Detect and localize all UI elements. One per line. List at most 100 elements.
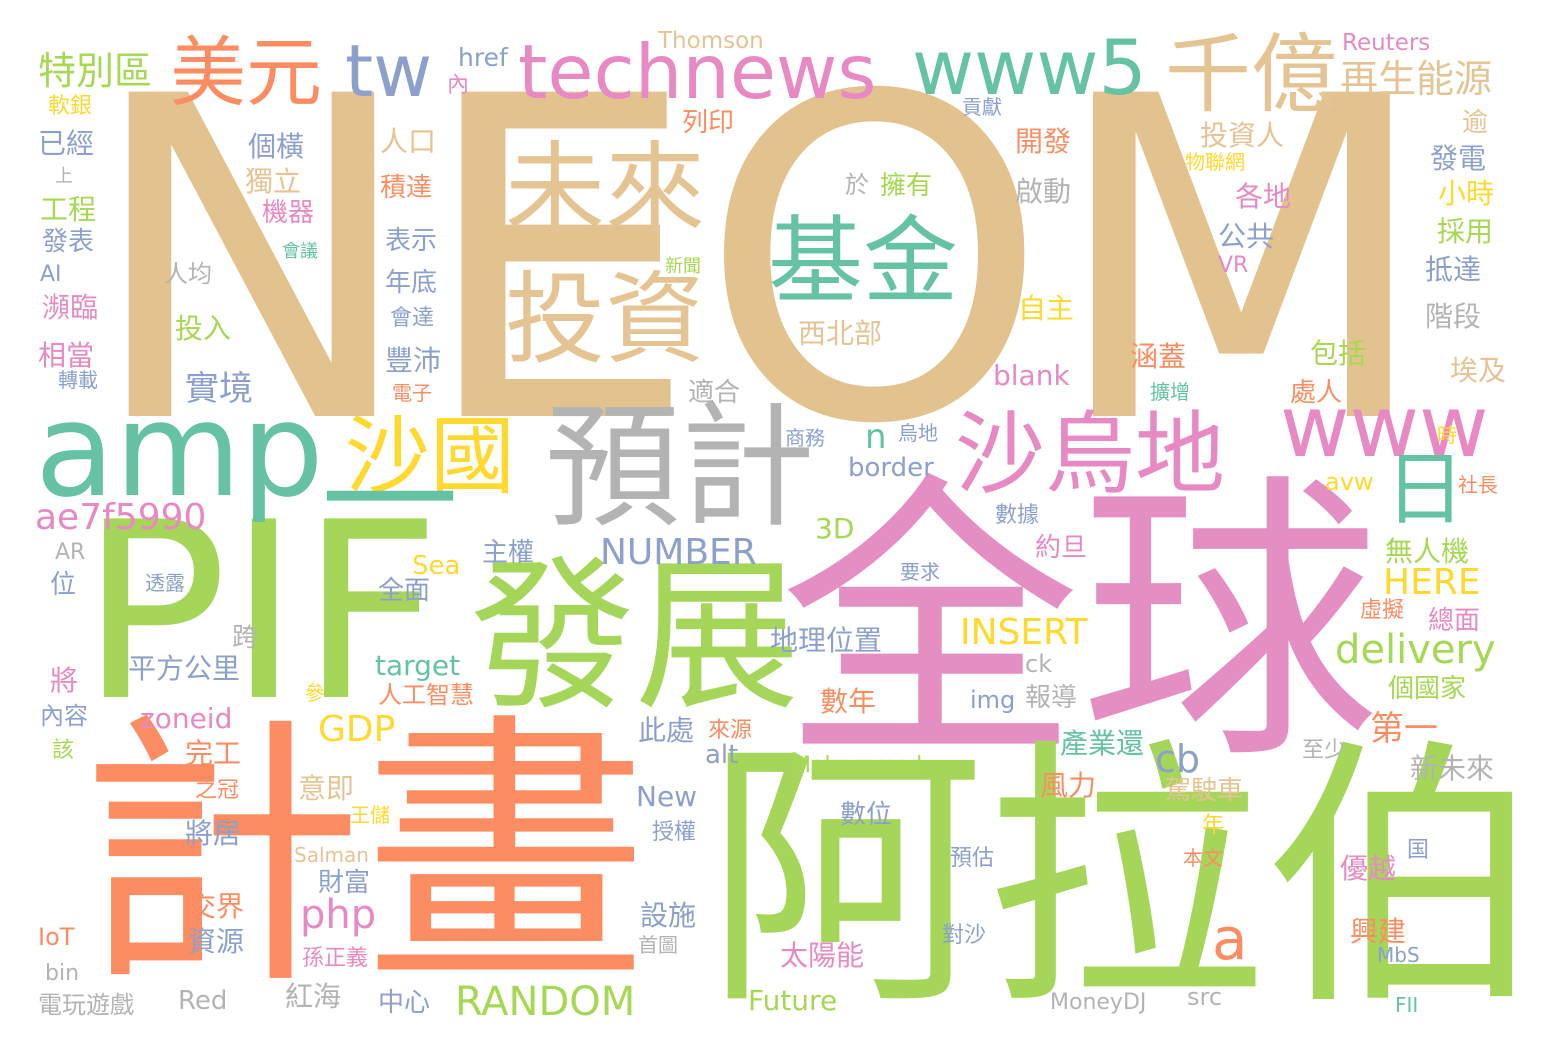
word: 年 [1202, 813, 1225, 838]
word: 第一 [1370, 709, 1438, 749]
word: 機器 [262, 198, 315, 228]
word: src [1187, 983, 1223, 1011]
word: 新聞 [665, 256, 701, 277]
word: 全面 [378, 576, 431, 606]
word: 設施 [640, 899, 697, 932]
word: 首圖 [638, 933, 678, 957]
word: 王儲 [350, 803, 390, 827]
word: 處人 [1290, 378, 1343, 408]
word: 發電 [1430, 142, 1487, 175]
word: border [848, 453, 934, 483]
word: 3D [815, 512, 855, 545]
word: Thomson [658, 28, 764, 54]
word: 授權 [652, 820, 697, 845]
word: 興建 [1350, 915, 1407, 948]
word: 千億 [1165, 25, 1337, 125]
word: 約旦 [1035, 533, 1088, 563]
word: Mohammed [792, 753, 923, 778]
word: ae7f5990 [35, 497, 207, 538]
word: 報導 [1025, 683, 1078, 713]
word: — [320, 405, 460, 568]
word: RANDOM [455, 979, 636, 1025]
word: 內容 [40, 702, 88, 730]
word: 抵達 [1425, 253, 1482, 286]
word: 要求 [900, 560, 940, 584]
word: 對沙 [942, 923, 987, 948]
word: 之冠 [195, 778, 240, 803]
word: 實境 [185, 369, 253, 409]
word: Reuters [1342, 30, 1431, 56]
word: 電玩遊戲 [38, 991, 134, 1019]
word: a [1212, 905, 1248, 973]
word: NUMBER [600, 532, 757, 573]
word: 逾 [1462, 108, 1489, 138]
word: MbS [1377, 943, 1420, 967]
word: href [458, 43, 508, 72]
word: 完工 [185, 737, 242, 770]
word: New [636, 780, 698, 813]
word: 列印 [682, 108, 735, 138]
word: 發表 [42, 227, 95, 257]
word: 積達 [380, 173, 433, 203]
word: 駕駛車 [1165, 776, 1244, 806]
word: 沙烏地 [955, 402, 1225, 507]
word: 上 [55, 166, 73, 187]
word: 中心 [378, 988, 431, 1018]
word: 電子 [392, 381, 432, 405]
word: 發展 [470, 541, 800, 733]
word: 產業還 [1060, 727, 1145, 760]
word: 適合 [688, 378, 741, 408]
word: cb [1155, 737, 1201, 781]
word: 太陽能 [780, 939, 865, 972]
word: delivery [1335, 627, 1496, 673]
word: 個國家 [1388, 674, 1467, 704]
word: 涵蓋 [1130, 340, 1187, 373]
word: bin [45, 961, 80, 986]
word: 未來 [505, 131, 705, 248]
word: img [970, 686, 1016, 714]
word: 投入 [175, 312, 232, 345]
word: NEOM [85, 3, 1434, 521]
word: 該 [52, 738, 75, 763]
word: avw [1325, 468, 1374, 496]
word: 豐沛 [385, 344, 442, 377]
word: 預估 [950, 846, 995, 871]
word: 擁有 [880, 171, 933, 201]
word: 人均 [164, 260, 212, 288]
word: 階段 [1425, 300, 1482, 333]
word: 全球 [780, 450, 1380, 799]
word: 時 [1437, 423, 1457, 447]
word: INSERT [960, 612, 1088, 653]
word: 包括 [1310, 337, 1367, 370]
word: www [1280, 378, 1489, 477]
word: 烏地 [898, 421, 938, 445]
word: VR [1218, 253, 1249, 278]
word: 美元 [170, 28, 322, 117]
word: 資源 [188, 925, 245, 958]
word: 風力 [1040, 769, 1097, 802]
word: IoT [38, 923, 75, 951]
word: AI [40, 262, 62, 287]
word: 將居 [185, 817, 242, 850]
word: n [865, 417, 887, 457]
word: 跨 [232, 623, 259, 653]
word: 數位 [840, 800, 893, 830]
word: amp [35, 374, 324, 526]
word: 會議 [282, 241, 318, 262]
word: 地理位置 [770, 624, 883, 657]
word: target [375, 649, 461, 682]
word: ck [1025, 650, 1053, 678]
word: Red [178, 986, 228, 1016]
word: 基金 [768, 207, 959, 317]
word: blank [993, 359, 1070, 392]
word: 物聯網 [1185, 150, 1245, 174]
word: 年底 [385, 268, 438, 298]
word: 數年 [820, 685, 877, 718]
word: 啟動 [1015, 175, 1072, 208]
word: 透露 [145, 571, 185, 595]
word: 參 [305, 681, 325, 705]
word: 虛擬 [1360, 598, 1405, 623]
word: 自主 [1018, 292, 1075, 325]
word: 主權 [482, 538, 535, 568]
word: 開發 [1015, 125, 1072, 158]
